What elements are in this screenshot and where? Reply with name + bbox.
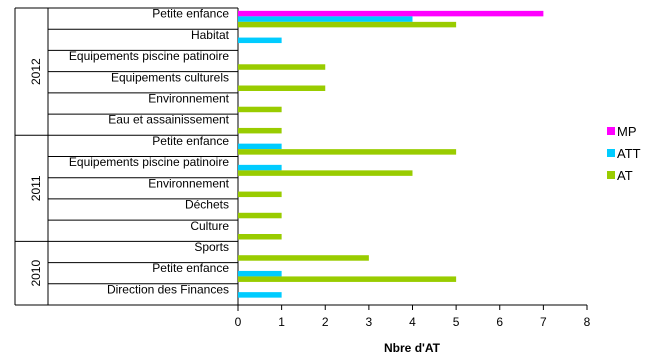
bar-at (238, 191, 282, 198)
bar-att (238, 143, 282, 150)
year-label: 2012 (29, 58, 43, 85)
bar-at (238, 64, 326, 70)
category-label: Equipements piscine patinoire (69, 49, 229, 63)
x-tick-label: 5 (453, 315, 460, 329)
category-label: Petite enfance (152, 7, 229, 21)
bar-at (238, 276, 457, 282)
year-label: 2010 (29, 260, 43, 287)
bar-att (238, 16, 413, 22)
category-label: Environnement (148, 176, 229, 190)
chart-frame (14, 7, 587, 311)
x-axis-title: Nbre d'AT (384, 341, 441, 355)
category-labels: 2012 2011 2010 Petite enfance Habitat Equipem… (29, 7, 230, 297)
category-label: Equipements culturels (111, 70, 229, 84)
bar-att (238, 164, 282, 171)
x-axis: 0 1 2 3 4 5 6 7 8 (235, 305, 591, 329)
legend-label-mp: MP (617, 124, 637, 139)
chart-legend: MP ATT AT (607, 124, 641, 183)
bar-at (238, 85, 326, 91)
year-label: 2011 (29, 175, 43, 201)
category-label: Petite enfance (152, 261, 229, 275)
legend-swatch-at (607, 171, 615, 179)
x-tick-label: 7 (540, 315, 547, 329)
category-label: Sports (194, 240, 229, 254)
bar-at (238, 106, 282, 113)
category-label: Culture (190, 219, 229, 233)
x-tick-label: 8 (584, 315, 591, 329)
bar-att (238, 270, 282, 277)
category-label: Eau et assainissement (108, 113, 229, 127)
legend-label-at: AT (617, 168, 633, 183)
x-tick-label: 4 (409, 315, 416, 329)
x-tick-label: 0 (235, 315, 242, 329)
x-tick-label: 1 (278, 315, 285, 329)
category-label: Direction des Finances (107, 282, 229, 296)
bar-att (238, 292, 282, 298)
x-tick-label: 2 (322, 315, 329, 329)
bar-at (238, 255, 369, 261)
bar-mp (238, 10, 544, 17)
bar-at (238, 127, 282, 134)
bar-at (238, 212, 282, 219)
chart-bars (238, 10, 544, 298)
bar-att (238, 37, 282, 44)
category-label: Habitat (191, 28, 230, 42)
bar-at (238, 170, 413, 176)
bar-at (238, 234, 282, 240)
category-label: Equipements piscine patinoire (69, 155, 229, 169)
bar-at (238, 21, 457, 28)
x-tick-label: 3 (366, 315, 373, 329)
legend-label-att: ATT (617, 146, 641, 161)
category-label: Petite enfance (152, 134, 229, 148)
legend-swatch-mp (607, 127, 615, 135)
category-label: Environnement (148, 91, 229, 105)
category-label: Déchets (185, 198, 229, 212)
x-tick-label: 6 (496, 315, 503, 329)
legend-swatch-att (607, 149, 615, 157)
bar-at (238, 149, 457, 155)
